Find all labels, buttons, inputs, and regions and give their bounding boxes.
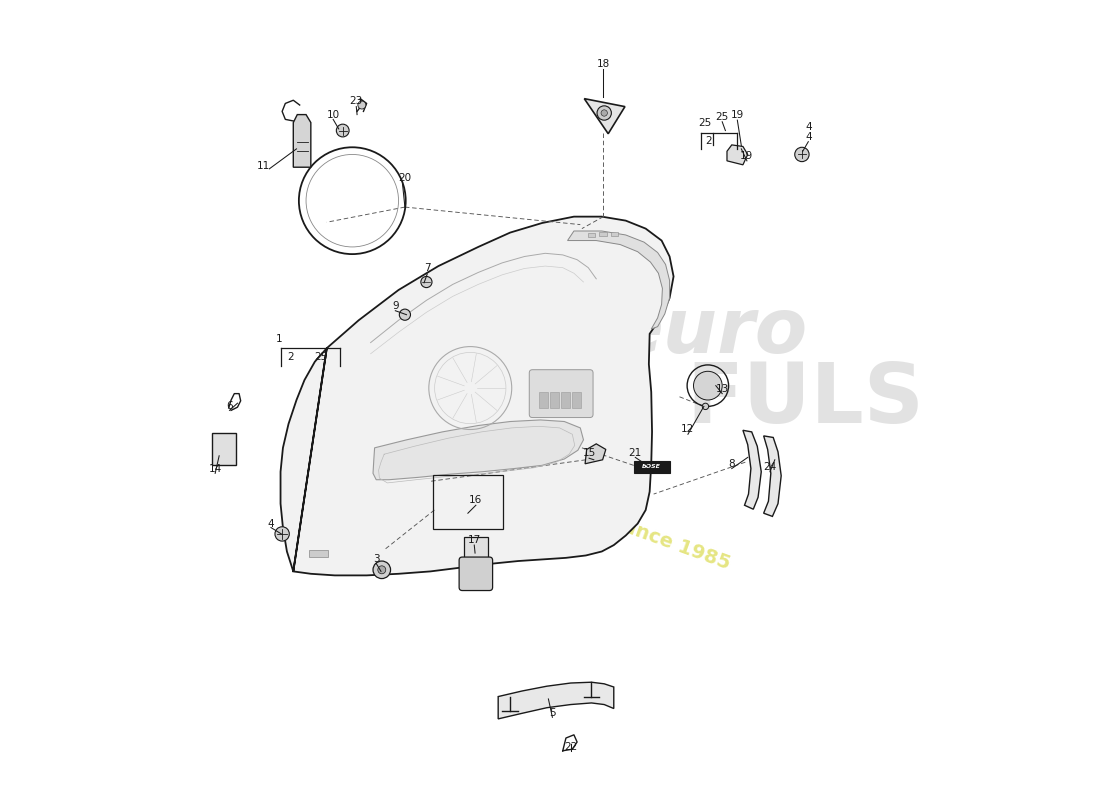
Text: 21: 21 — [629, 448, 642, 458]
Bar — [634, 461, 670, 474]
Circle shape — [794, 147, 810, 162]
Bar — [572, 392, 581, 408]
Circle shape — [693, 371, 723, 400]
Bar — [600, 232, 606, 236]
Bar — [610, 232, 618, 236]
FancyBboxPatch shape — [459, 557, 493, 590]
Text: 22: 22 — [564, 742, 578, 752]
Circle shape — [377, 566, 386, 574]
Text: 14: 14 — [209, 464, 222, 474]
Bar — [464, 537, 487, 558]
Text: BOSE: BOSE — [641, 465, 661, 470]
Text: a passion for parts since 1985: a passion for parts since 1985 — [415, 442, 733, 574]
Text: 4: 4 — [805, 132, 812, 142]
Text: 18: 18 — [597, 58, 611, 69]
Bar — [588, 234, 595, 238]
Text: euro: euro — [612, 295, 807, 370]
Polygon shape — [568, 231, 670, 329]
Text: 15: 15 — [582, 449, 596, 458]
Polygon shape — [498, 682, 614, 719]
Text: 8: 8 — [728, 458, 735, 469]
Bar — [309, 550, 329, 557]
Circle shape — [275, 526, 289, 541]
Text: 25: 25 — [716, 112, 729, 122]
Circle shape — [601, 110, 607, 116]
Polygon shape — [280, 217, 673, 575]
Text: 6: 6 — [227, 401, 233, 410]
Text: 2: 2 — [287, 352, 294, 362]
Circle shape — [702, 403, 708, 410]
Text: 11: 11 — [256, 162, 270, 171]
Polygon shape — [585, 444, 606, 464]
Polygon shape — [373, 420, 583, 480]
Polygon shape — [727, 145, 748, 165]
Text: 25: 25 — [314, 352, 327, 362]
Text: 12: 12 — [681, 425, 694, 434]
Polygon shape — [584, 98, 625, 134]
Bar — [212, 434, 235, 466]
Text: 20: 20 — [398, 174, 411, 183]
FancyBboxPatch shape — [529, 370, 593, 418]
Bar — [432, 475, 503, 529]
Polygon shape — [763, 436, 781, 516]
Text: 24: 24 — [763, 462, 777, 472]
Text: 5: 5 — [549, 707, 556, 718]
Polygon shape — [742, 430, 761, 510]
Circle shape — [373, 561, 390, 578]
Text: 16: 16 — [470, 494, 483, 505]
Text: 25: 25 — [698, 118, 712, 128]
Text: 13: 13 — [716, 384, 729, 394]
Text: 19: 19 — [740, 151, 754, 161]
Text: 7: 7 — [424, 263, 430, 274]
Circle shape — [337, 124, 349, 137]
Text: FULS: FULS — [686, 359, 924, 441]
Text: 3: 3 — [373, 554, 380, 565]
Circle shape — [358, 101, 366, 109]
Circle shape — [597, 106, 612, 120]
Text: 4: 4 — [805, 122, 812, 131]
Text: 1: 1 — [276, 334, 283, 344]
Bar — [539, 392, 548, 408]
Text: 9: 9 — [392, 301, 398, 311]
Circle shape — [399, 309, 410, 320]
Text: 19: 19 — [730, 110, 744, 119]
Text: 23: 23 — [350, 96, 363, 106]
Text: 4: 4 — [267, 518, 274, 529]
Text: 17: 17 — [468, 534, 481, 545]
Text: 10: 10 — [327, 110, 340, 119]
Text: 2: 2 — [705, 136, 712, 146]
Bar — [550, 392, 559, 408]
Polygon shape — [294, 114, 311, 167]
Bar — [561, 392, 570, 408]
Circle shape — [421, 277, 432, 287]
